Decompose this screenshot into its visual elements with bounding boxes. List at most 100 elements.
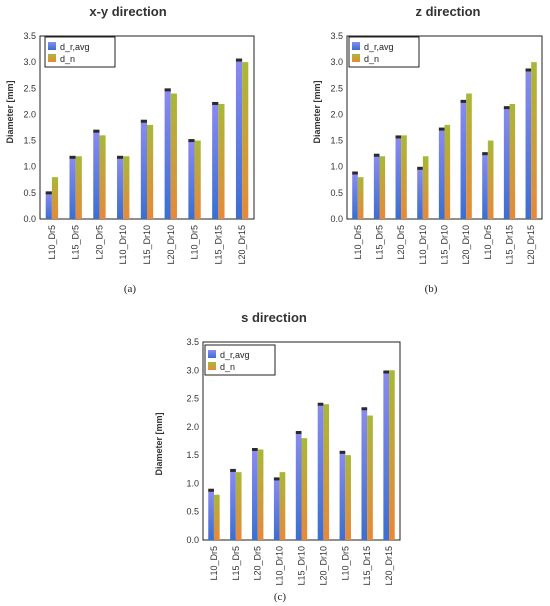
y-tick-label: 2.0 (330, 109, 343, 119)
x-tick-label: L20_Dr15 (526, 225, 536, 265)
x-tick-label: L20_Dr15 (237, 225, 247, 265)
y-tick-label: 0.0 (330, 214, 343, 224)
bar-d_n (213, 494, 220, 540)
bar-d_n (367, 415, 373, 540)
bar-d_r-avg (525, 69, 532, 219)
bar-d_n (279, 472, 286, 540)
x-tick-label: L10_Dr10 (118, 225, 128, 265)
x-tick-label: L15_Dr15 (362, 546, 372, 586)
legend: d_r,avg d_n (204, 344, 276, 376)
bar-d_n (218, 103, 225, 219)
y-tick-label: 0.0 (186, 535, 199, 545)
error-bar (417, 166, 423, 170)
x-tick-label: L10_Dr5 (483, 225, 493, 260)
bar-d_r-avg (140, 121, 147, 219)
error-bar (503, 106, 510, 110)
bar-d_r-avg (273, 478, 280, 540)
x-tick-label: L10_Dr10 (418, 225, 428, 265)
y-tick-label: 1.5 (23, 136, 36, 146)
error-bar (482, 152, 488, 156)
error-bar (252, 447, 258, 451)
x-tick-label: L15_Dr5 (231, 546, 241, 581)
y-tick-label: 1.0 (23, 162, 36, 172)
y-tick-label: 2.0 (23, 109, 36, 119)
bar-d_n (509, 103, 516, 219)
legend-label: d_n (60, 54, 75, 64)
error-bar (373, 153, 380, 157)
panel-label: (a) (124, 283, 137, 295)
bar-d_n (345, 455, 351, 540)
panel-label: (b) (425, 283, 438, 295)
bar-d_n (194, 140, 201, 219)
bar-d_r-avg (117, 157, 124, 219)
chart-panel-b: z direction Diameter [mm] (b) 0.0 0.5 1.0 1… (275, 0, 550, 300)
x-tick-label: L20_Dr10 (166, 225, 176, 265)
bar-d_r-avg (188, 140, 195, 219)
x-tick-label: L10_Dr5 (340, 546, 350, 581)
legend-label: d_r,avg (364, 42, 394, 52)
legend-box (204, 344, 276, 376)
y-tick-label: 3.0 (23, 57, 36, 67)
bar-d_r-avg (317, 404, 324, 540)
legend-swatch (208, 362, 216, 370)
legend-swatch (48, 42, 56, 50)
error-bar (460, 99, 467, 103)
y-tick-label: 1.5 (330, 136, 343, 146)
bar-d_r-avg (69, 157, 76, 219)
x-tick-label: L15_Dr5 (375, 225, 385, 260)
y-tick-label: 3.5 (23, 31, 36, 41)
legend-label: d_n (220, 362, 235, 372)
y-axis-label: Diameter [mm] (5, 80, 15, 143)
x-tick-label: L10_Dr5 (353, 225, 363, 260)
bar-d_r-avg (395, 136, 402, 219)
error-bar (383, 370, 390, 374)
bar-d_r-avg (164, 89, 171, 220)
bar-d_r-avg (373, 155, 380, 219)
y-tick-label: 3.0 (186, 365, 199, 375)
bar-d_r-avg (45, 192, 52, 219)
bar-d_n (235, 472, 242, 540)
legend: d_r,avg d_n (348, 36, 420, 68)
chart-title: x-y direction (89, 4, 166, 19)
error-bar (361, 407, 368, 411)
chart-panel-a: x-y direction Diameter [mm] (a) 0.0 0.5 1.… (0, 0, 275, 300)
bar-d_r-avg (208, 490, 214, 540)
x-tick-label: L20_Dr5 (94, 225, 104, 260)
bar-d_r-avg (460, 101, 467, 219)
bar-d_n (257, 449, 264, 540)
error-bar (212, 101, 219, 105)
bar-d_n (401, 135, 407, 219)
x-tick-label: L10_Dr5 (190, 225, 200, 260)
legend-box (348, 36, 420, 68)
bar-d_r-avg (417, 168, 423, 219)
x-tick-label: L10_Dr5 (209, 546, 219, 581)
y-tick-label: 0.0 (23, 214, 36, 224)
bar-d_n (389, 370, 395, 540)
chart-c-svg: s direction Diameter [mm] (c) 0.0 0.5 1.0 1… (154, 310, 401, 603)
legend-swatch (208, 350, 216, 358)
error-bar (164, 88, 171, 92)
bar-d_n (301, 438, 308, 540)
bar-d_r-avg (230, 470, 236, 540)
legend-swatch (352, 42, 360, 50)
error-bar (395, 135, 402, 139)
bar-d_r-avg (252, 449, 258, 540)
x-tick-label: L20_Dr5 (396, 225, 406, 260)
bar-d_n (147, 124, 154, 219)
error-bar (273, 477, 280, 481)
y-tick-label: 2.5 (330, 83, 343, 93)
error-bar (438, 127, 445, 131)
y-tick-label: 0.5 (23, 188, 36, 198)
chart-panel-c: s direction Diameter [mm] (c) 0.0 0.5 1.0 1… (150, 300, 425, 606)
error-bar (117, 155, 124, 159)
bar-d_n (444, 124, 451, 219)
bar-d_r-avg (503, 107, 510, 219)
bar-d_n (170, 93, 177, 219)
x-tick-label: L10_Dr5 (47, 225, 57, 260)
bar-d_r-avg (383, 371, 390, 540)
bar-d_n (75, 156, 82, 219)
bar-d_r-avg (339, 452, 346, 540)
y-axis-label: Diameter [mm] (154, 412, 164, 475)
error-bar (352, 171, 358, 175)
bar-d_n (51, 177, 59, 219)
